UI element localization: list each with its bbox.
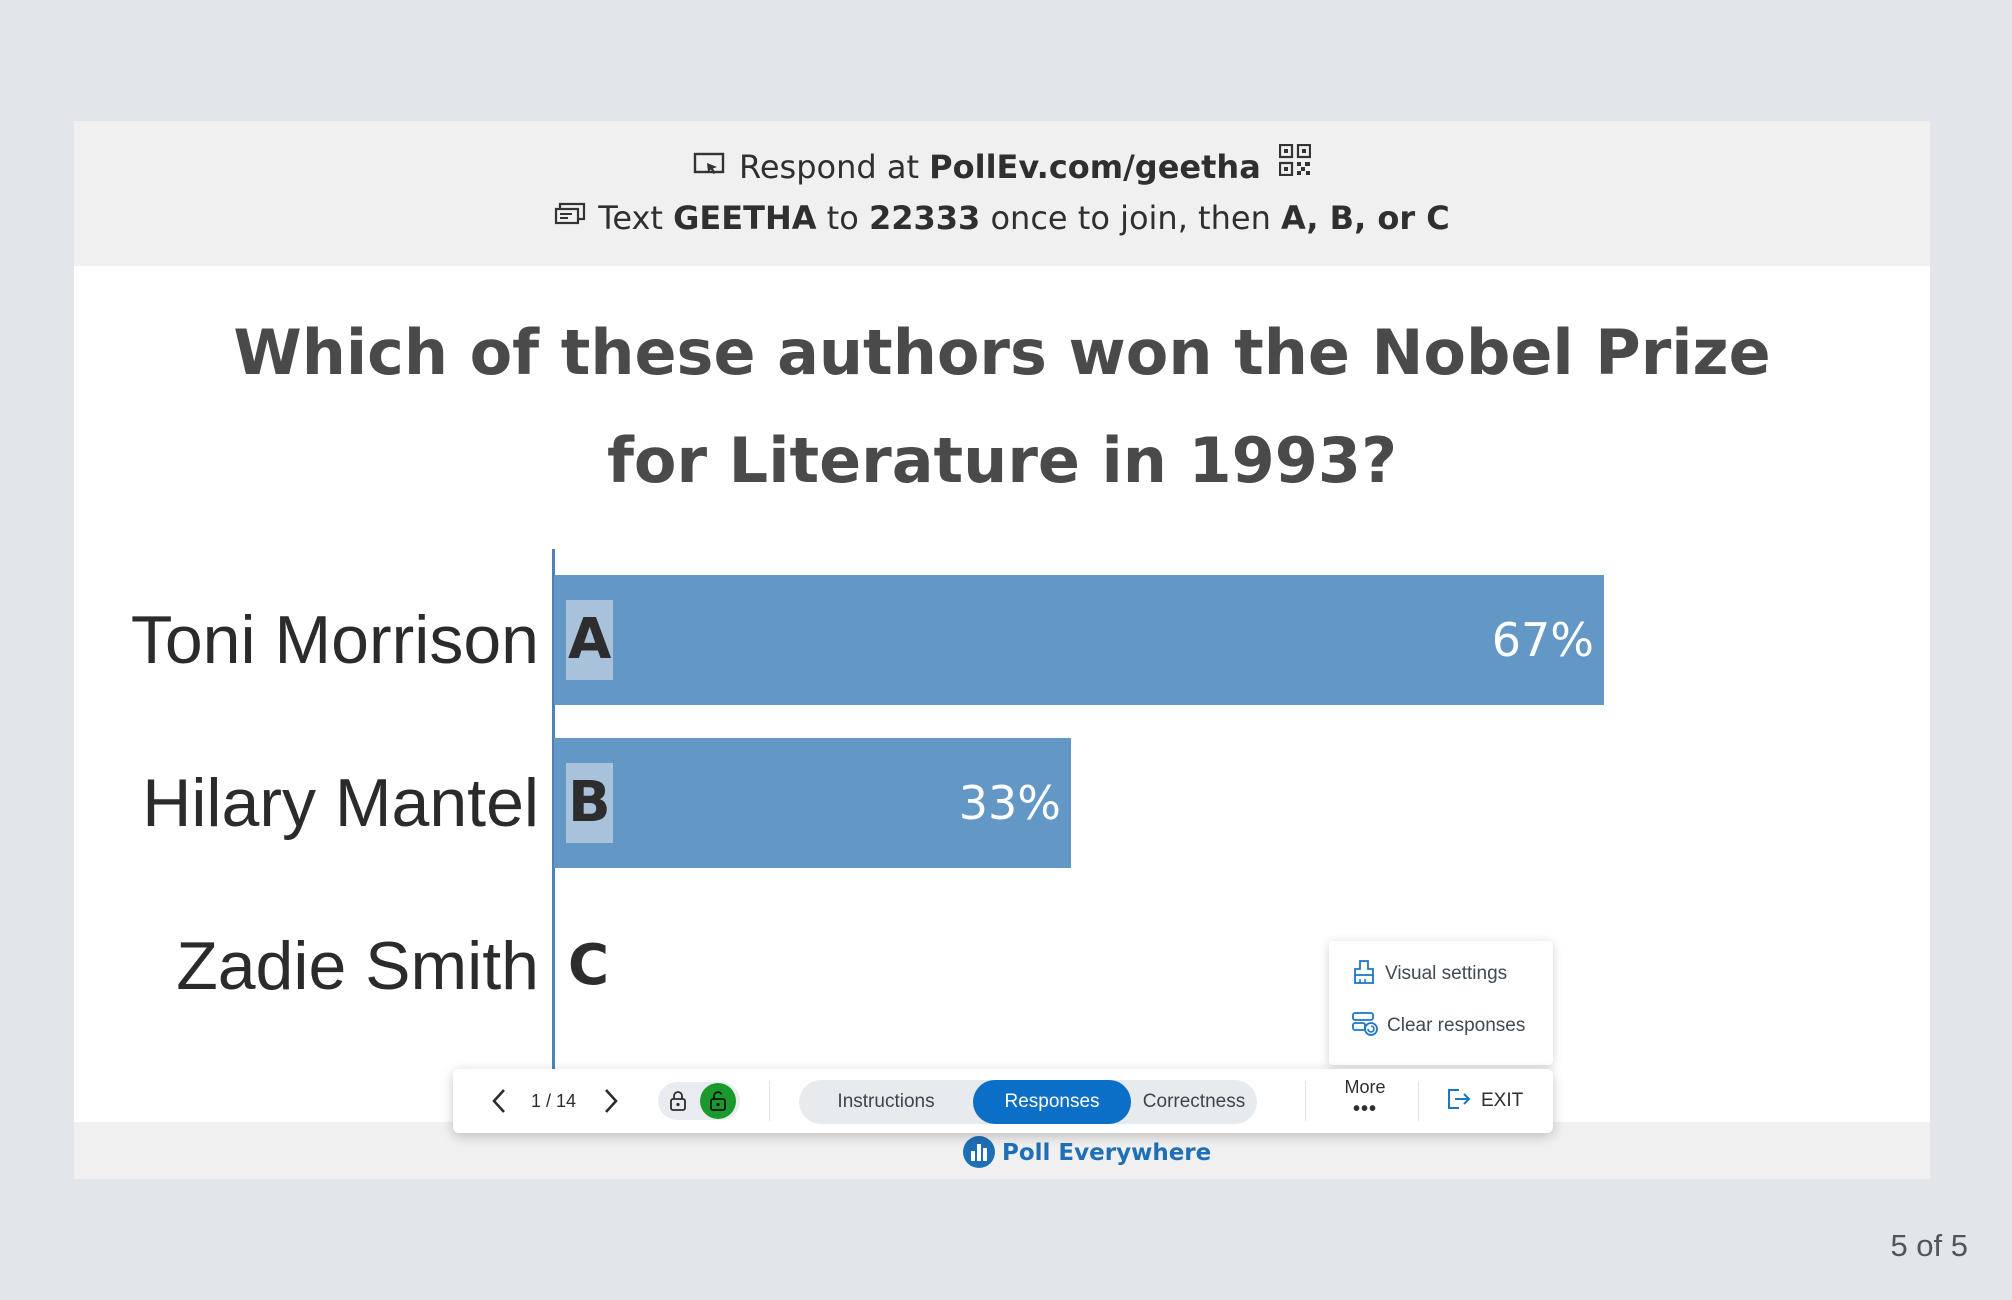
chart-row: Zadie Smith C xyxy=(74,901,1930,1031)
text-message-icon xyxy=(554,195,586,239)
more-label: More xyxy=(1344,1077,1386,1097)
respond-text-line: Text GEETHA to 22333 once to join, then … xyxy=(74,196,1930,242)
exit-label: EXIT xyxy=(1481,1090,1524,1111)
poll-everywhere-logo: Poll Everywhere xyxy=(962,1133,1211,1173)
chart-row: Hilary Mantel 33% B xyxy=(74,738,1930,868)
exit-button[interactable]: EXIT xyxy=(1445,1069,1523,1133)
respond-web-line: Respond at PollEv.com/geetha xyxy=(74,143,1930,191)
keyword: GEETHA xyxy=(673,199,817,237)
tab-correctness[interactable]: Correctness xyxy=(1142,1091,1246,1112)
clear-responses-label: Clear responses xyxy=(1387,1015,1526,1036)
question-title: Which of these authors won the Nobel Pri… xyxy=(233,316,1771,497)
respond-url[interactable]: PollEv.com/geetha xyxy=(929,148,1261,186)
chart-option-letter: C xyxy=(568,933,610,998)
next-slide-button[interactable] xyxy=(595,1085,625,1117)
clear-responses-icon xyxy=(1352,1012,1378,1036)
response-chart: Toni Morrison 67% A Hilary Mantel 33% B Zadie … xyxy=(74,549,1930,1069)
unlock-icon xyxy=(710,1091,726,1111)
chart-value-label: 33% xyxy=(958,776,1061,830)
toolbar-divider xyxy=(769,1081,770,1121)
chart-row: Toni Morrison 67% A xyxy=(74,575,1930,705)
toolbar-divider xyxy=(1418,1081,1419,1121)
chart-value-label: 67% xyxy=(1491,613,1594,667)
brand-name: Poll Everywhere xyxy=(1002,1140,1212,1166)
text-prefix: Text xyxy=(598,199,663,237)
view-mode-tabs: Instructions Responses Correctness xyxy=(799,1080,1257,1124)
chevron-left-icon xyxy=(492,1089,505,1113)
respond-prefix: Respond at xyxy=(739,148,919,186)
poll-everywhere-logo-icon xyxy=(963,1135,995,1168)
to-word: to xyxy=(826,199,859,237)
unlock-active-indicator[interactable] xyxy=(700,1083,736,1119)
response-options: A, B, or C xyxy=(1281,199,1450,237)
visual-settings-item[interactable]: Visual settings xyxy=(1351,954,1507,994)
chart-category-label: Toni Morrison xyxy=(130,602,539,678)
previous-slide-button[interactable] xyxy=(485,1085,515,1117)
chart-category-label: Zadie Smith xyxy=(176,928,539,1004)
page-indicator: 1 / 14 xyxy=(531,1091,577,1111)
slide: Respond at PollEv.com/geetha Text GEETHA… xyxy=(74,121,1930,1179)
tab-instructions[interactable]: Instructions xyxy=(837,1091,935,1112)
chart-bar xyxy=(554,575,1604,705)
chevron-right-icon xyxy=(605,1089,618,1113)
more-menu-popup: Visual settings Clear responses xyxy=(1329,941,1553,1065)
join-text: once to join, then xyxy=(990,199,1271,237)
present-screen-icon xyxy=(693,144,727,188)
lock-toggle[interactable] xyxy=(658,1082,740,1120)
paintbrush-icon xyxy=(1354,960,1374,984)
chart-axis-line xyxy=(552,549,555,1069)
qr-code-icon[interactable] xyxy=(1278,143,1312,187)
lock-icon xyxy=(670,1091,686,1111)
sms-number: 22333 xyxy=(868,199,981,237)
more-dots-icon: ••• xyxy=(1352,1098,1377,1120)
clear-responses-item[interactable]: Clear responses xyxy=(1351,1006,1525,1046)
tab-responses[interactable]: Responses xyxy=(973,1080,1131,1124)
chart-category-label: Hilary Mantel xyxy=(142,765,539,841)
toolbar-divider xyxy=(1305,1081,1306,1121)
chart-option-letter: B xyxy=(566,763,613,843)
exit-icon xyxy=(1448,1088,1471,1109)
respond-instructions: Respond at PollEv.com/geetha Text GEETHA… xyxy=(74,121,1930,266)
chart-bar xyxy=(554,738,1071,868)
more-button[interactable]: More ••• xyxy=(1333,1077,1397,1127)
chart-option-letter: A xyxy=(566,600,614,680)
visual-settings-label: Visual settings xyxy=(1385,963,1508,984)
presenter-toolbar: 1 / 14 Instructions Responses Correctnes… xyxy=(453,1069,1553,1133)
slide-counter: 5 of 5 xyxy=(1890,1228,1968,1263)
